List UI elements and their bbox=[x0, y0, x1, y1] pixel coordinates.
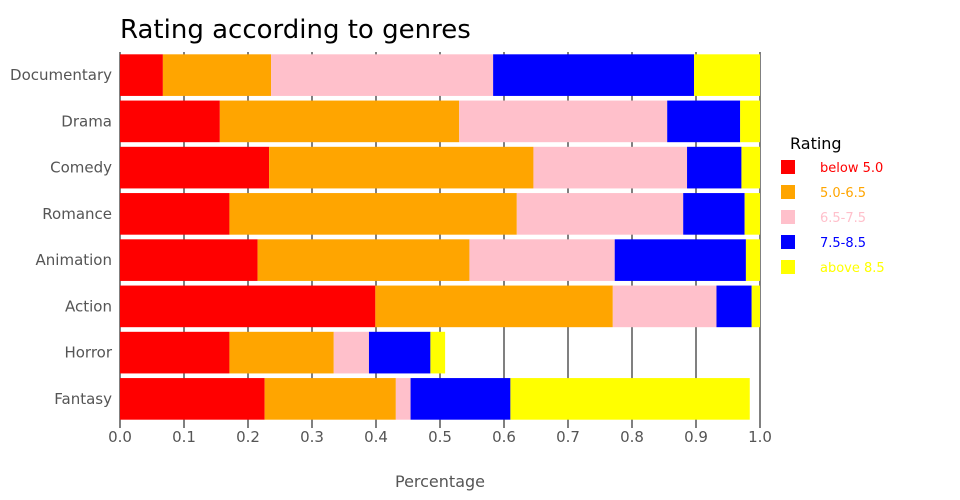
bar-segment-action-1 bbox=[120, 285, 376, 328]
bar-segment-romance-4 bbox=[683, 193, 745, 235]
bar-segment-animation-2 bbox=[257, 239, 470, 281]
legend-label: 5.0-6.5 bbox=[820, 186, 866, 201]
legend-title: Rating bbox=[790, 134, 842, 153]
legend-label: above 8.5 bbox=[820, 261, 885, 276]
x-tick-label: 0.1 bbox=[172, 428, 196, 446]
bar-segment-drama-2 bbox=[219, 100, 460, 143]
bar-segment-drama-4 bbox=[667, 100, 741, 143]
bar-segment-romance-3 bbox=[516, 193, 684, 235]
bar-segment-animation-4 bbox=[614, 239, 746, 281]
x-axis: 0.0 0.1 0.2 0.3 0.4 0.5 0.6 0.7 0.8 0.9 1.0 bbox=[108, 428, 772, 446]
bar-segment-comedy-2 bbox=[269, 146, 534, 189]
chart-title: Rating according to genres bbox=[120, 15, 471, 45]
bar-segment-fantasy-2 bbox=[264, 378, 396, 420]
x-tick-label: 0.3 bbox=[300, 428, 324, 446]
bar-segment-drama-3 bbox=[459, 100, 668, 143]
category-label: Romance bbox=[42, 205, 112, 223]
x-tick-label: 0.2 bbox=[236, 428, 260, 446]
legend-swatch bbox=[781, 235, 795, 249]
category-label: Documentary bbox=[10, 66, 112, 84]
legend-swatch bbox=[781, 160, 795, 174]
bar-segment-comedy-3 bbox=[533, 146, 688, 189]
category-label: Action bbox=[65, 297, 112, 315]
legend-swatch bbox=[781, 260, 795, 274]
bars bbox=[120, 54, 760, 420]
legend-label: 7.5-8.5 bbox=[820, 236, 866, 251]
bar-segment-animation-5 bbox=[745, 239, 760, 281]
bar-segment-documentary-1 bbox=[120, 54, 163, 96]
bar-segment-horror-2 bbox=[229, 331, 334, 374]
bar-segment-action-2 bbox=[375, 285, 613, 328]
bar-segment-documentary-4 bbox=[493, 54, 695, 96]
legend-label: below 5.0 bbox=[820, 161, 883, 176]
bar-segment-romance-2 bbox=[229, 193, 517, 235]
bar-segment-comedy-1 bbox=[120, 146, 270, 189]
bar-segment-animation-3 bbox=[469, 239, 615, 281]
bar-segment-fantasy-5 bbox=[510, 378, 750, 420]
category-label: Horror bbox=[64, 344, 112, 362]
x-tick-label: 0.5 bbox=[428, 428, 452, 446]
x-tick-label: 0.6 bbox=[492, 428, 516, 446]
bar-segment-drama-1 bbox=[120, 100, 220, 143]
bar-segment-fantasy-3 bbox=[395, 378, 411, 420]
bar-segment-romance-1 bbox=[120, 193, 230, 235]
bar-segment-animation-1 bbox=[120, 239, 258, 281]
bar-segment-documentary-3 bbox=[271, 54, 494, 96]
bar-segment-drama-5 bbox=[740, 100, 760, 143]
category-label: Animation bbox=[36, 251, 112, 269]
bar-segment-fantasy-1 bbox=[120, 378, 265, 420]
bar-segment-action-4 bbox=[716, 285, 752, 328]
bar-segment-horror-1 bbox=[120, 331, 230, 374]
bar-segment-comedy-4 bbox=[687, 146, 742, 189]
x-axis-label: Percentage bbox=[395, 472, 485, 491]
x-tick-label: 0.8 bbox=[620, 428, 644, 446]
bar-segment-horror-5 bbox=[430, 331, 446, 374]
bar-segment-action-3 bbox=[612, 285, 717, 328]
x-tick-label: 0.9 bbox=[684, 428, 708, 446]
category-labels: Documentary Drama Comedy Romance Animation Ac… bbox=[10, 66, 113, 408]
bar-segment-documentary-5 bbox=[694, 54, 760, 96]
bar-segment-comedy-5 bbox=[741, 146, 760, 189]
bar-segment-action-5 bbox=[751, 285, 760, 328]
x-tick-label: 0.7 bbox=[556, 428, 580, 446]
legend-swatch bbox=[781, 185, 795, 199]
x-tick-label: 0.0 bbox=[108, 428, 132, 446]
bar-segment-romance-5 bbox=[744, 193, 760, 235]
bar-segment-fantasy-4 bbox=[410, 378, 511, 420]
bar-segment-horror-4 bbox=[368, 331, 431, 374]
category-label: Comedy bbox=[50, 159, 112, 177]
category-label: Fantasy bbox=[54, 390, 112, 408]
x-tick-label: 1.0 bbox=[748, 428, 772, 446]
bar-segment-horror-3 bbox=[333, 331, 369, 374]
legend-swatch bbox=[781, 210, 795, 224]
bar-segment-documentary-2 bbox=[162, 54, 272, 96]
x-tick-label: 0.4 bbox=[364, 428, 388, 446]
legend: Rating below 5.0 5.0-6.5 6.5-7.5 7.5-8.5 abo… bbox=[781, 134, 885, 276]
legend-label: 6.5-7.5 bbox=[820, 211, 866, 226]
category-label: Drama bbox=[61, 112, 112, 130]
